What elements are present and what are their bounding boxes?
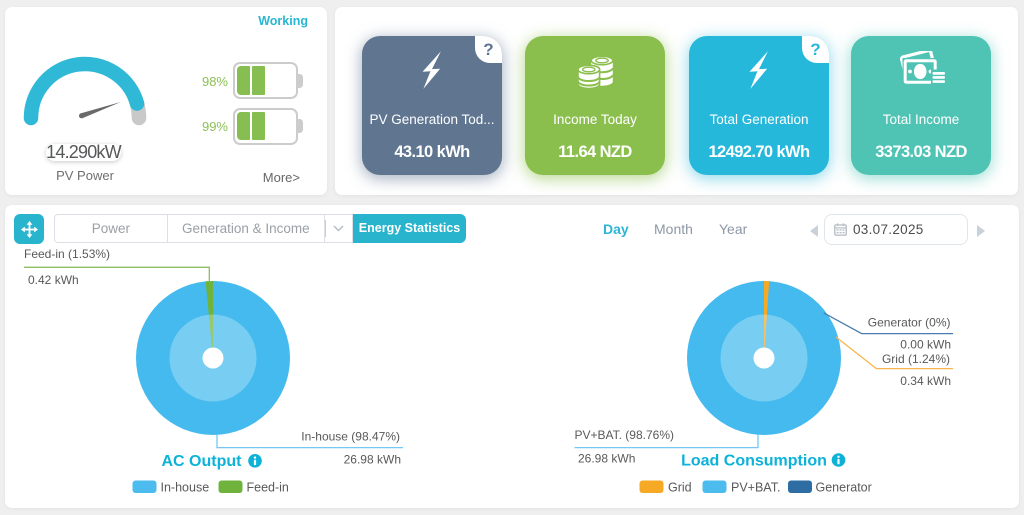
svg-text:In-house: In-house bbox=[161, 480, 210, 494]
svg-text:0.00 kWh: 0.00 kWh bbox=[900, 338, 951, 352]
svg-text:PV+BAT. (98.76%): PV+BAT. (98.76%) bbox=[575, 428, 675, 442]
svg-text:Generator (0%): Generator (0%) bbox=[868, 315, 951, 329]
svg-text:PV+BAT.: PV+BAT. bbox=[731, 480, 780, 494]
svg-text:Grid (1.24%): Grid (1.24%) bbox=[882, 352, 950, 366]
svg-text:Generator: Generator bbox=[816, 480, 872, 494]
svg-text:Load Consumption: Load Consumption bbox=[681, 453, 827, 470]
svg-text:0.34 kWh: 0.34 kWh bbox=[900, 374, 951, 388]
svg-text:Grid: Grid bbox=[668, 480, 692, 494]
svg-text:Feed-in: Feed-in bbox=[247, 480, 289, 494]
svg-text:26.98 kWh: 26.98 kWh bbox=[578, 452, 635, 466]
svg-text:In-house (98.47%): In-house (98.47%) bbox=[301, 430, 400, 444]
svg-text:AC Output: AC Output bbox=[162, 453, 243, 470]
svg-text:0.42 kWh: 0.42 kWh bbox=[28, 273, 79, 287]
svg-text:Feed-in (1.53%): Feed-in (1.53%) bbox=[24, 247, 110, 261]
svg-text:26.98 kWh: 26.98 kWh bbox=[344, 453, 401, 467]
